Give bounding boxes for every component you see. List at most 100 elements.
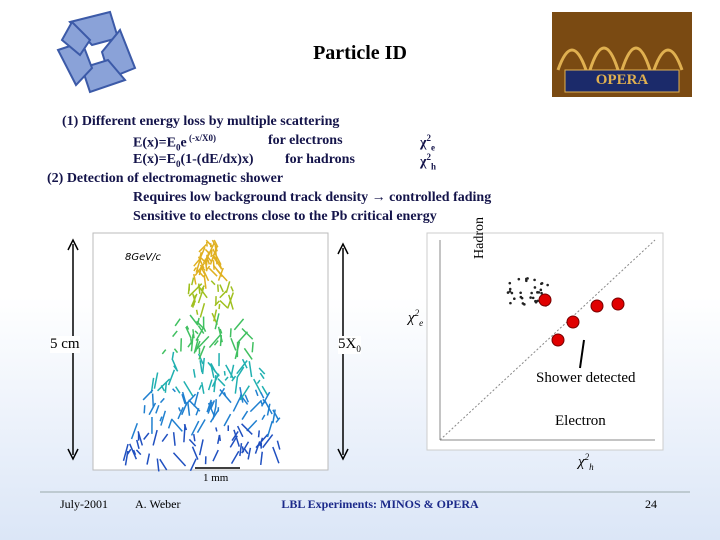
track xyxy=(191,277,195,286)
track xyxy=(217,284,220,292)
point xyxy=(508,281,512,285)
item: (1) Different energy loss by multiple sc… xyxy=(62,114,340,129)
track xyxy=(188,438,197,447)
note: for hadrons xyxy=(285,152,355,167)
track xyxy=(230,337,237,351)
track xyxy=(217,326,223,343)
track xyxy=(189,314,199,326)
track xyxy=(122,443,129,461)
formula: E(x)=E0e (-x/X0) xyxy=(133,133,216,152)
track xyxy=(160,385,166,392)
track xyxy=(192,329,195,339)
track xyxy=(192,368,196,378)
track xyxy=(172,432,176,446)
track xyxy=(239,385,250,401)
track xyxy=(201,357,205,375)
track xyxy=(262,434,274,449)
track xyxy=(164,381,168,393)
text: E(x)=E xyxy=(133,135,176,151)
lab-logo xyxy=(56,10,137,94)
point xyxy=(513,297,516,300)
track xyxy=(186,393,197,404)
track xyxy=(199,360,203,373)
point xyxy=(508,290,512,293)
point xyxy=(506,291,510,294)
sup: (-x/X0) xyxy=(186,133,216,143)
track xyxy=(239,387,244,403)
track xyxy=(207,401,213,414)
track xyxy=(248,361,253,378)
track xyxy=(223,370,226,376)
track xyxy=(219,328,223,334)
track xyxy=(199,303,206,318)
track xyxy=(173,348,179,354)
track xyxy=(218,434,222,442)
logo-text: OPERA xyxy=(595,72,649,88)
track xyxy=(151,393,155,408)
text: χ xyxy=(420,154,427,170)
track xyxy=(174,318,181,327)
shower-tracks xyxy=(122,239,281,472)
track xyxy=(219,299,229,309)
point xyxy=(525,279,528,283)
track xyxy=(181,393,186,405)
track xyxy=(266,420,273,438)
track xyxy=(276,440,281,450)
track xyxy=(143,432,150,440)
track xyxy=(189,458,197,472)
track xyxy=(259,372,265,380)
track xyxy=(209,409,220,423)
energy-label: 8GeV/c xyxy=(125,252,161,263)
track xyxy=(135,449,142,456)
track xyxy=(193,258,201,267)
page-number: 24 xyxy=(645,497,657,511)
track xyxy=(197,325,205,334)
track xyxy=(272,409,279,420)
track xyxy=(198,439,204,456)
track xyxy=(211,254,223,270)
track xyxy=(132,449,137,456)
shower-note: Shower detected xyxy=(536,370,636,387)
title: Particle ID xyxy=(313,42,407,64)
point xyxy=(510,291,514,295)
sup: 2 xyxy=(426,133,431,143)
track xyxy=(193,391,199,407)
track xyxy=(170,418,183,432)
sub: e xyxy=(430,142,435,153)
track xyxy=(159,458,168,471)
point xyxy=(525,277,528,281)
scale-label: 1 mm xyxy=(203,472,229,484)
talk: LBL Experiments: MINOS & OPERA xyxy=(281,497,479,511)
track xyxy=(232,395,242,412)
track xyxy=(167,419,173,429)
track xyxy=(257,430,260,438)
text: 5X xyxy=(338,336,357,352)
track xyxy=(241,423,253,435)
track xyxy=(213,309,218,322)
track xyxy=(197,353,204,365)
text: (1-(dE/dx)x) xyxy=(180,152,254,167)
chi: χ2e xyxy=(408,308,423,328)
track xyxy=(263,399,273,415)
track xyxy=(234,377,239,394)
track xyxy=(186,325,190,330)
track xyxy=(161,349,167,355)
track xyxy=(177,406,184,420)
track xyxy=(167,369,176,386)
track xyxy=(247,447,252,460)
track xyxy=(210,400,216,409)
sup: 2 xyxy=(426,152,431,162)
track xyxy=(233,318,245,331)
point xyxy=(519,291,522,295)
track xyxy=(208,334,221,349)
track xyxy=(259,437,264,447)
track xyxy=(243,347,253,360)
track xyxy=(183,380,194,397)
track xyxy=(234,341,241,360)
track xyxy=(160,410,167,426)
track xyxy=(266,403,271,416)
track xyxy=(194,340,201,353)
track xyxy=(241,441,250,454)
point xyxy=(536,291,539,294)
